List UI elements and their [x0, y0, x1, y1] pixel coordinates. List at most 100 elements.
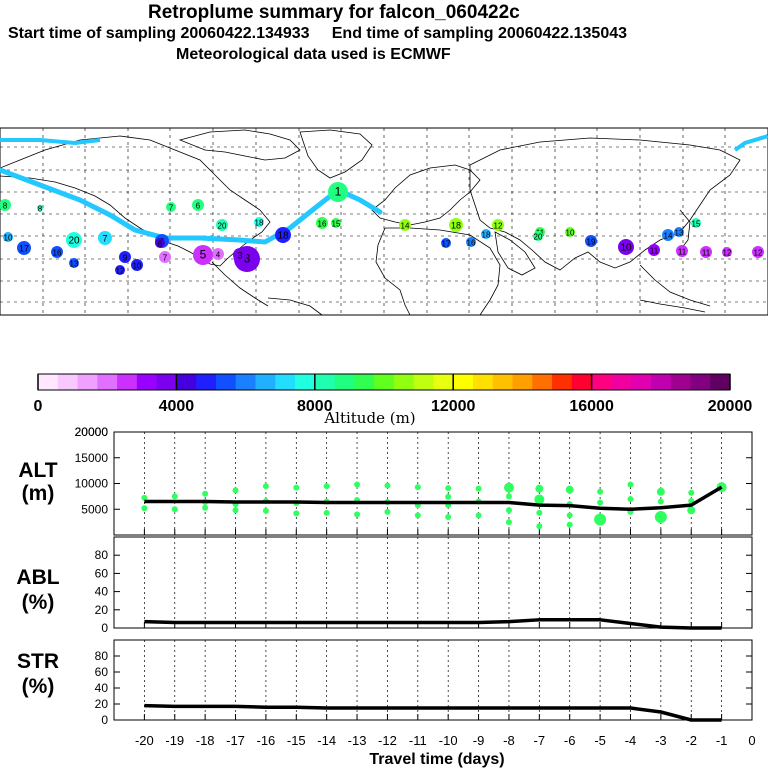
x-tick-label: -17 [226, 733, 245, 748]
series-line [144, 485, 723, 511]
plume-marker [159, 251, 171, 263]
plume-marker [492, 219, 504, 231]
alt-scatter-point [597, 488, 604, 495]
colorbar-swatch [235, 374, 256, 390]
plume-marker-label: 18 [277, 231, 289, 242]
plume-marker [0, 199, 11, 211]
colorbar-swatch [334, 374, 355, 390]
panel-label-unit: (%) [22, 675, 55, 698]
plume-marker-label: 7 [169, 204, 174, 213]
plume-marker-label: 16 [53, 249, 62, 258]
colorbar-tick-label: 12000 [431, 398, 476, 415]
colorbar-swatch [314, 374, 336, 390]
x-tick-label: -4 [625, 733, 637, 748]
colorbar-swatch [670, 374, 691, 390]
alt-scatter-point [534, 494, 545, 505]
canada-islands-outline [178, 129, 301, 161]
alt-scatter-point [414, 484, 421, 491]
plume-marker [700, 246, 712, 258]
time-series-panels: 500010000150002000020000ALT(m)020406080A… [16, 425, 755, 768]
colorbar-tick-label: 20000 [708, 398, 753, 415]
y-tick-label: 20000 [75, 425, 109, 439]
panel-label: ABL [16, 566, 59, 589]
plume-marker-label: 8 [38, 205, 43, 214]
plume-marker-label: 6 [196, 202, 201, 211]
plume-marker-label: 20 [68, 236, 80, 247]
x-tick-label: -1 [716, 733, 728, 748]
africa-west-outline [375, 227, 411, 316]
alt-scatter-point [293, 510, 300, 517]
panel-label: ALT [18, 459, 57, 482]
colorbar-swatch [393, 374, 415, 390]
plume-marker-label: 19 [587, 238, 596, 247]
plume-marker [3, 232, 13, 242]
colorbar-swatch [77, 374, 98, 390]
plume-marker-label: 17 [442, 240, 451, 249]
start-value: 20060422.134933 [180, 25, 310, 42]
plume-marker-label: 9 [123, 254, 128, 263]
alt-scatter-point [171, 506, 178, 513]
alt-scatter-point [566, 512, 573, 519]
alt-scatter-point [627, 495, 634, 502]
alt-scatter-point [171, 493, 178, 500]
alt-scatter-point [232, 507, 239, 514]
colorbar-swatch [552, 374, 573, 390]
alt-scatter-point [475, 485, 482, 492]
plume-marker-label: 10 [620, 243, 632, 254]
colorbar-swatch [591, 374, 612, 390]
plume-marker-label: 11 [678, 248, 687, 257]
alt-scatter-point [688, 489, 695, 496]
x-tick-label: -6 [564, 733, 576, 748]
colorbar-swatch [354, 374, 375, 390]
colorbar-swatch [433, 374, 454, 390]
x-tick-label: 0 [748, 733, 755, 748]
plume-marker-label: 15 [332, 220, 341, 229]
plume-marker-label: 12 [494, 222, 503, 231]
end-value: 20060422.135043 [498, 25, 628, 42]
y-tick-label: 20 [95, 697, 109, 711]
alt-scatter-point [475, 512, 482, 519]
africa-outline [385, 227, 501, 316]
central-america-outline [211, 261, 269, 307]
y-tick-label: 15000 [75, 451, 109, 465]
plume-marker [254, 217, 264, 227]
alt-scatter-point [202, 504, 209, 511]
x-tick-label: -8 [503, 733, 515, 748]
south-america-outline [267, 297, 323, 316]
alt-scatter-point [505, 507, 512, 514]
plume-marker-label: 15 [692, 220, 701, 229]
alt-scatter-point [594, 513, 607, 526]
alt-scatter-point [323, 483, 330, 490]
y-tick-label: 80 [95, 649, 109, 663]
series-line [144, 703, 722, 722]
plume-marker-label: 4 [216, 251, 221, 260]
x-tick-label: -16 [257, 733, 276, 748]
plume-marker-label: 18 [482, 231, 491, 240]
x-tick-label: -10 [439, 733, 458, 748]
alt-scatter-point [627, 481, 634, 488]
alt-scatter-point [656, 487, 665, 496]
met-data-text: Meteorological data used is ECMWF [176, 46, 451, 63]
colorbar-swatch [413, 374, 434, 390]
alt-scatter-point [141, 505, 148, 512]
colorbar-swatch [295, 374, 316, 390]
plume-marker [328, 182, 348, 202]
plume-marker [51, 246, 63, 258]
plume-marker [233, 248, 247, 262]
plume-marker-label: 3 [237, 251, 242, 261]
y-tick-label: 60 [95, 665, 109, 679]
alt-scatter-point [323, 509, 330, 516]
alt-scatter-point [445, 513, 452, 520]
plume-marker [17, 241, 31, 255]
y-tick-label: 0 [101, 621, 108, 635]
alt-scatter-point [657, 498, 664, 505]
plume-marker-label: 16 [467, 239, 476, 248]
alt-scatter-point [414, 512, 421, 519]
colorbar-swatch [512, 374, 533, 390]
colorbar-swatch [492, 374, 514, 390]
plume-marker [648, 244, 660, 256]
plume-marker [115, 265, 125, 275]
plume-marker-label: 11 [702, 249, 711, 258]
plume-marker-label: 12 [723, 249, 732, 258]
